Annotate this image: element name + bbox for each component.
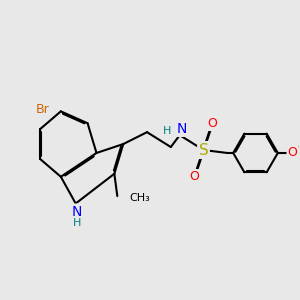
- Text: S: S: [199, 142, 208, 158]
- Text: H: H: [163, 126, 171, 136]
- Text: Br: Br: [35, 103, 49, 116]
- Text: CH₃: CH₃: [130, 194, 151, 203]
- Text: O: O: [190, 170, 200, 183]
- Text: O: O: [208, 117, 218, 130]
- Text: N: N: [177, 122, 187, 136]
- Text: O: O: [288, 146, 298, 160]
- Text: H: H: [73, 218, 81, 228]
- Text: N: N: [72, 205, 83, 219]
